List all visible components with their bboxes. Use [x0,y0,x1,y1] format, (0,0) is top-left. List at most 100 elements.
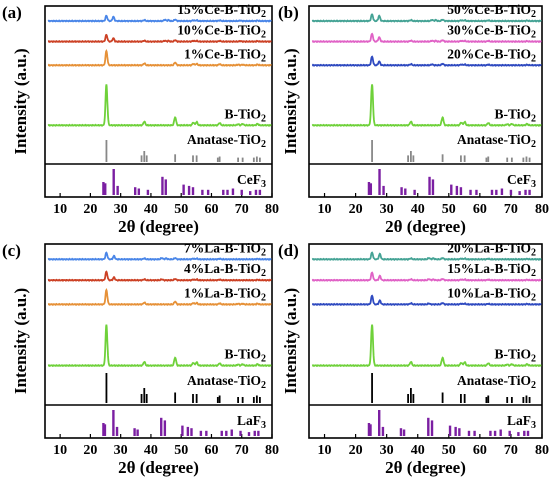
x-axis-label: 2θ (degree) [118,458,199,477]
series-laf3: LaF3 [367,410,536,436]
series-label: B-TiO2 [224,106,266,124]
x-tick-label: 10 [318,443,332,458]
panel-label: (c) [2,241,21,260]
x-tick-label: 70 [235,443,249,458]
x-tick-label: 20 [349,443,363,458]
series-anatase-tio2: Anatase-TiO2 [105,373,266,403]
series-label: B-TiO2 [224,347,266,365]
series-label: Anatase-TiO2 [187,373,266,391]
series-cef3: CeF3 [367,169,536,195]
series-label: 10%Ce-B-TiO2 [177,23,266,41]
y-axis-label: Intensity (a.u.) [11,48,30,154]
series-label: B-TiO2 [494,106,536,124]
x-axis-label: 2θ (degree) [385,217,466,236]
panel-c: (c) Intensity (a.u.) 10 20 30 40 50 60 70 80 2θ (d… [2,240,279,477]
x-tick-label: 40 [411,443,425,458]
panel-b: (b) Intensity (a.u.) 10 20 30 40 50 60 70 80 2θ (d… [278,2,549,236]
x-tick-label: 80 [535,202,549,217]
xrd-pattern-line [311,55,542,67]
panel-label: (d) [278,241,299,260]
series-cef3: CeF3 [102,169,266,195]
x-axis-label: 2θ (degree) [118,217,199,236]
x-tick-label: 10 [53,202,67,217]
x-tick-label: 70 [235,202,249,217]
x-tick-label: 60 [204,202,218,217]
series-b-tio2: B-TiO2 [47,84,272,127]
xrd-pattern-line [311,271,542,282]
series-15-ce-b-tio2: 15%Ce-B-TiO2 [47,2,272,23]
series-label: 1%Ce-B-TiO2 [184,46,266,64]
series-label: 15%La-B-TiO2 [447,261,536,279]
series-label: CeF3 [507,172,536,190]
panel-d: (d) Intensity (a.u.) 10 20 30 40 50 60 70 80 2θ (d… [278,240,549,477]
series-1-ce-b-tio2: 1%Ce-B-TiO2 [47,46,272,67]
xrd-pattern-line [311,294,542,307]
x-tick-label: 50 [174,202,188,217]
xrd-pattern-line [47,288,272,307]
x-tick-label: 60 [473,443,487,458]
xrd-pattern-line [47,270,272,282]
series-label: CeF3 [237,172,266,190]
x-tick-label: 20 [83,443,97,458]
series-anatase-tio2: Anatase-TiO2 [371,132,536,162]
series-label: 50%Ce-B-TiO2 [447,2,536,20]
xrd-pattern-line [311,32,542,44]
y-axis-label: Intensity (a.u.) [281,48,300,154]
x-tick-label: 20 [349,202,363,217]
xrd-pattern-line [47,14,272,23]
series-label: 30%Ce-B-TiO2 [447,23,536,41]
plot-frame [44,5,273,198]
plot-frame [308,243,543,439]
series-b-tio2: B-TiO2 [47,324,272,368]
series-10-la-b-tio2: 10%La-B-TiO2 [311,285,542,307]
x-tick-label: 50 [442,443,456,458]
xrd-pattern-line [311,84,542,127]
xrd-pattern-line [311,13,542,23]
y-axis-label: Intensity (a.u.) [281,288,300,394]
x-tick-label: 50 [442,202,456,217]
series-label: 1%La-B-TiO2 [184,285,266,303]
series-50-ce-b-tio2: 50%Ce-B-TiO2 [311,2,542,23]
series-20-ce-b-tio2: 20%Ce-B-TiO2 [311,46,542,67]
panel-a: (a) Intensity (a.u.) 10 20 30 40 50 60 70 80 2θ (d… [2,2,279,236]
xrd-pattern-line [47,84,272,127]
x-axis-label: 2θ (degree) [385,458,466,477]
xrd-pattern-line [47,48,272,67]
series-30-ce-b-tio2: 30%Ce-B-TiO2 [311,23,542,44]
series-b-tio2: B-TiO2 [311,84,542,127]
series-label: Anatase-TiO2 [457,373,536,391]
series-anatase-tio2: Anatase-TiO2 [371,373,536,403]
series-label: B-TiO2 [494,347,536,365]
x-tick-label: 60 [204,443,218,458]
series-label: Anatase-TiO2 [187,132,266,150]
x-tick-label: 30 [114,443,128,458]
x-tick-label: 40 [144,443,158,458]
x-tick-label: 10 [53,443,67,458]
series-laf3: LaF3 [102,410,266,436]
series-4-la-b-tio2: 4%La-B-TiO2 [47,261,272,282]
x-tick-label: 80 [265,443,279,458]
series-15-la-b-tio2: 15%La-B-TiO2 [311,261,542,282]
x-tick-label: 40 [411,202,425,217]
series-20-la-b-tio2: 20%La-B-TiO2 [311,240,542,261]
series-label: 4%La-B-TiO2 [184,261,266,279]
x-tick-label: 60 [473,202,487,217]
xrd-pattern-line [311,251,542,261]
x-tick-label: 40 [144,202,158,217]
x-tick-label: 30 [114,202,128,217]
series-label: 20%Ce-B-TiO2 [447,46,536,64]
plot-frame [44,243,273,439]
series-label: Anatase-TiO2 [457,132,536,150]
x-tick-label: 50 [174,443,188,458]
series-label: 20%La-B-TiO2 [447,240,536,258]
x-tick-label: 30 [380,443,394,458]
xrd-pattern-line [47,251,272,261]
x-tick-label: 80 [265,202,279,217]
x-tick-label: 70 [504,202,518,217]
series-7-la-b-tio2: 7%La-B-TiO2 [47,240,272,261]
xrd-pattern-line [47,324,272,368]
panel-label: (a) [2,3,22,22]
x-tick-label: 30 [380,202,394,217]
